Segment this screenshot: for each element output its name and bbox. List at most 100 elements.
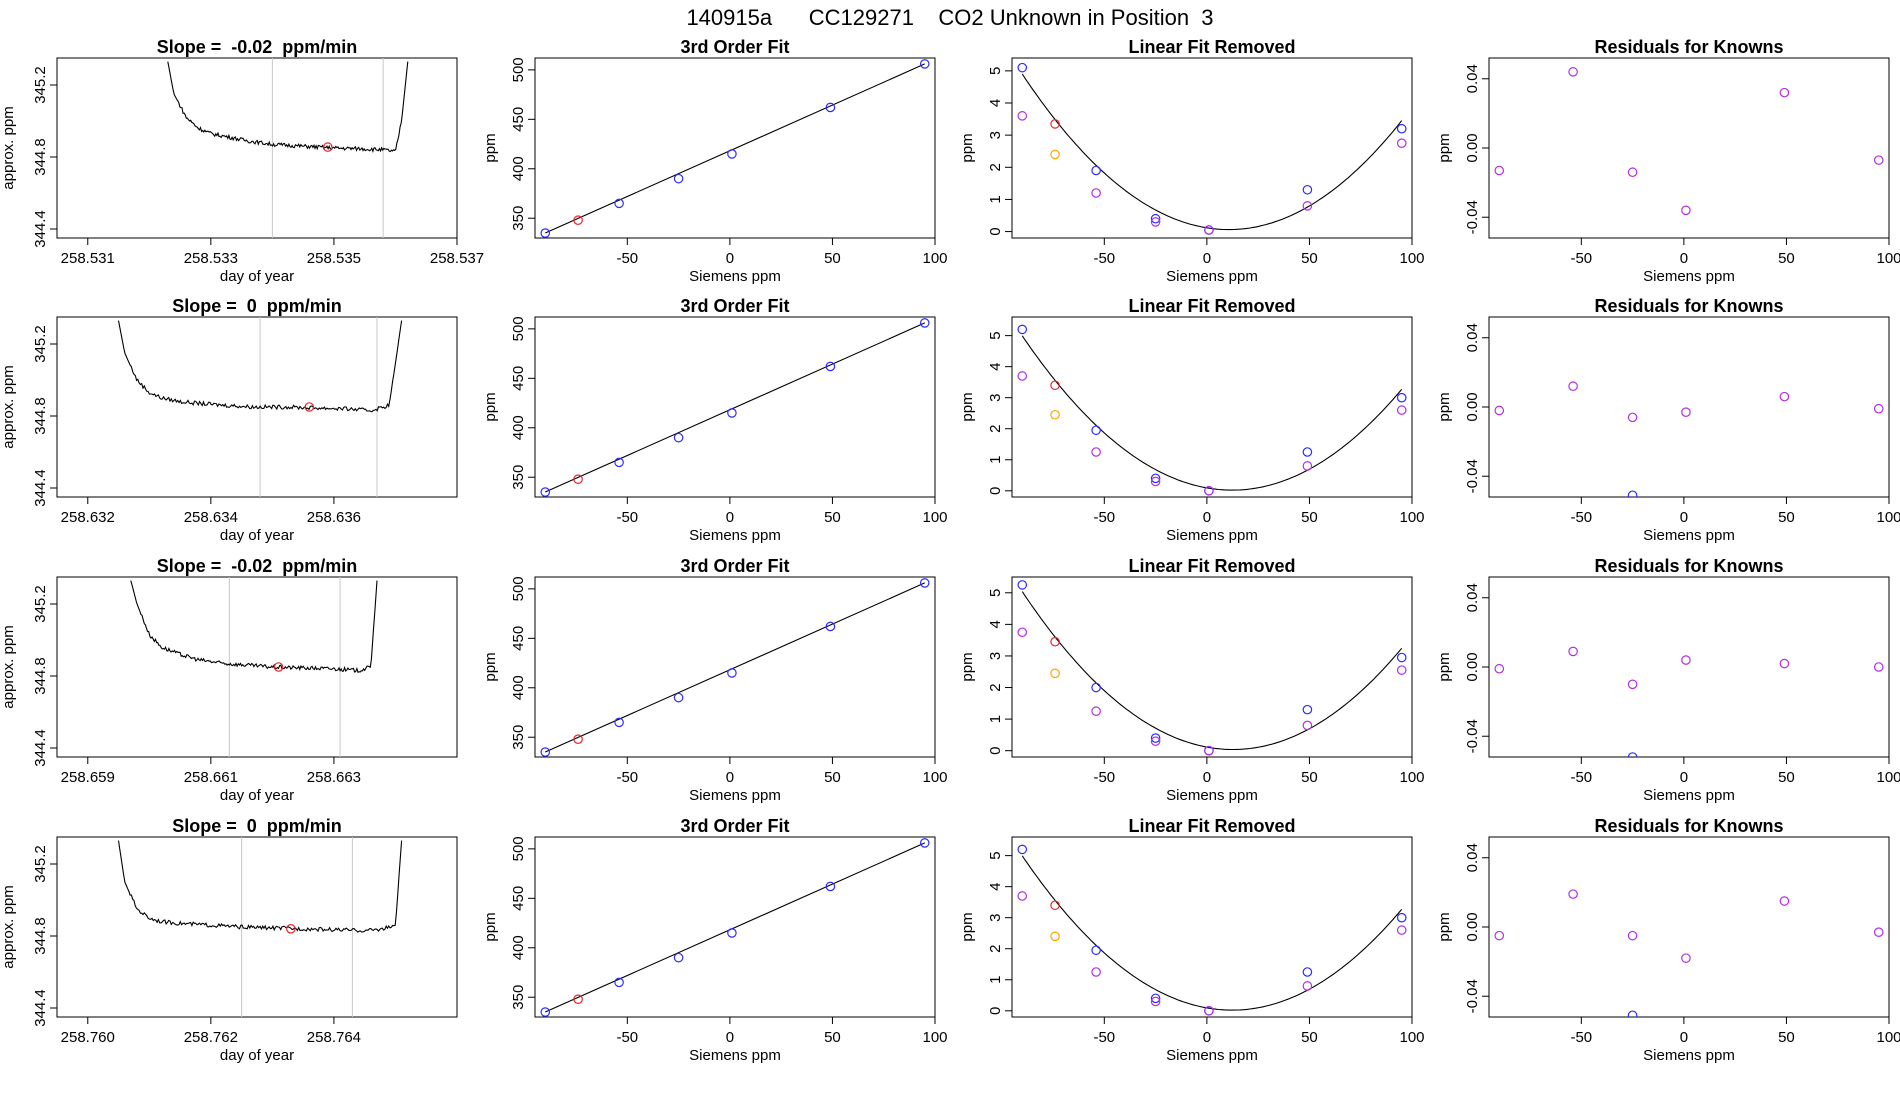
x-tick-label: 258.663 (307, 769, 361, 786)
x-tick-label: 50 (824, 1029, 841, 1046)
panel-r3-residuals: Residuals for Knowns -50 0 50 100 -0.04 0.00 0.… (1436, 556, 1900, 804)
x-tick-label: 100 (1399, 509, 1424, 526)
unknown-point (1050, 900, 1060, 911)
y-tick-label: 0 (987, 747, 1004, 755)
plot-frame (56, 576, 458, 758)
y-tick-label: 1 (987, 976, 1004, 984)
panel-r4-linear_removed: Linear Fit Removed -50 0 50 100 0 1 2 3 4 5 Siemens… (959, 816, 1425, 1064)
measured-point (1396, 925, 1407, 935)
y-tick-label: 0.00 (1464, 652, 1481, 681)
panel-r3-trace: Slope = -0.02 ppm/min 258.659 258.661 258.6… (0, 556, 458, 804)
known-point (540, 1007, 551, 1017)
measured-point (1150, 476, 1161, 487)
x-tick-label: 0 (1680, 1029, 1688, 1046)
y-tick-label: -0.04 (1464, 200, 1481, 234)
residual-point (1568, 889, 1578, 899)
known-point (1017, 62, 1028, 73)
measured-point (1204, 225, 1214, 235)
y-axis-label: ppm (1436, 912, 1453, 941)
known-point (919, 838, 930, 848)
unknown-measured-point (1050, 409, 1060, 420)
trace-marker (286, 923, 296, 934)
residual-point (1494, 930, 1505, 941)
residual-point (1568, 67, 1578, 77)
unknown-residual-point (1627, 490, 1638, 497)
fit-line (545, 842, 925, 1013)
measured-point (1396, 405, 1407, 415)
y-axis-label: approx. ppm (0, 625, 17, 708)
panel-r2-trace: Slope = 0 ppm/min 258.632 258.634 258.636 34… (0, 296, 458, 544)
x-tick-label: -50 (1093, 509, 1115, 526)
y-axis-label: ppm (482, 652, 499, 681)
x-tick-label: 0 (1203, 509, 1211, 526)
plot-area (540, 578, 930, 757)
fit-line (545, 322, 925, 493)
trace-marker (304, 402, 315, 412)
measured-point (1017, 627, 1028, 638)
x-tick-label: -50 (1570, 250, 1592, 267)
known-point (1017, 580, 1028, 590)
known-point (540, 747, 551, 757)
y-tick-label: 344.8 (32, 657, 49, 695)
x-tick-label: 100 (922, 509, 947, 526)
x-tick-label: 50 (1778, 769, 1795, 786)
y-tick-label: -0.04 (1464, 719, 1481, 753)
x-tick-label: 258.533 (184, 250, 238, 267)
unknown-residual-point (1627, 1010, 1638, 1017)
known-point (919, 578, 930, 588)
residual-point (1779, 87, 1790, 98)
measured-point (1091, 447, 1101, 457)
panel-title: Linear Fit Removed (1128, 556, 1295, 576)
measured-point (1091, 188, 1101, 198)
x-tick-label: 100 (1399, 1029, 1424, 1046)
residual-point (1627, 679, 1638, 690)
plot-area (130, 577, 378, 757)
y-tick-label: 3 (987, 131, 1004, 139)
panel-title: Slope = 0 ppm/min (172, 296, 342, 316)
x-tick-label: 50 (1778, 250, 1795, 267)
residual-point (1873, 403, 1884, 414)
residual-point (1873, 662, 1884, 672)
fit-line (545, 63, 925, 234)
y-axis-label: ppm (959, 652, 976, 681)
known-point (614, 457, 624, 468)
x-tick-label: 0 (1203, 769, 1211, 786)
y-tick-label: -0.04 (1464, 459, 1481, 493)
y-tick-label: 500 (510, 576, 527, 601)
y-tick-label: 450 (510, 107, 527, 132)
plot-area (540, 318, 930, 497)
x-axis-label: Siemens ppm (1166, 527, 1258, 544)
y-tick-label: 4 (987, 620, 1004, 628)
plot-area (1017, 62, 1407, 235)
residual-point (1568, 646, 1578, 657)
known-point (1150, 993, 1161, 1004)
known-point (1091, 945, 1101, 956)
panel-r3-linear_removed: Linear Fit Removed -50 0 50 100 0 1 2 3 4 5 Siemens… (959, 556, 1425, 804)
x-axis-label: Siemens ppm (1166, 268, 1258, 285)
x-tick-label: 258.661 (184, 769, 238, 786)
x-axis-label: Siemens ppm (1166, 787, 1258, 804)
known-point (825, 361, 836, 372)
x-tick-label: 258.537 (430, 250, 484, 267)
plot-area (540, 838, 930, 1017)
known-point (727, 668, 737, 678)
residual-point (1681, 953, 1691, 963)
unknown-point (1050, 380, 1060, 391)
x-tick-label: 50 (1778, 1029, 1795, 1046)
y-tick-label: 0.04 (1464, 323, 1481, 352)
plot-frame (1011, 576, 1413, 758)
x-tick-label: 258.760 (61, 1029, 115, 1046)
y-axis-label: ppm (959, 133, 976, 162)
x-tick-label: -50 (1570, 1029, 1592, 1046)
x-tick-label: 100 (922, 250, 947, 267)
known-point (919, 318, 930, 328)
fit-curve (1021, 855, 1403, 1011)
residual-point (1681, 205, 1691, 216)
panel-r1-residuals: Residuals for Knowns -50 0 50 100 -0.04 0.00 0.… (1436, 37, 1900, 285)
known-point (1302, 184, 1313, 195)
y-tick-label: 400 (510, 935, 527, 960)
y-tick-label: 345.2 (32, 845, 49, 883)
known-point (1302, 967, 1313, 977)
x-tick-label: 50 (1301, 1029, 1318, 1046)
known-point (540, 228, 551, 238)
